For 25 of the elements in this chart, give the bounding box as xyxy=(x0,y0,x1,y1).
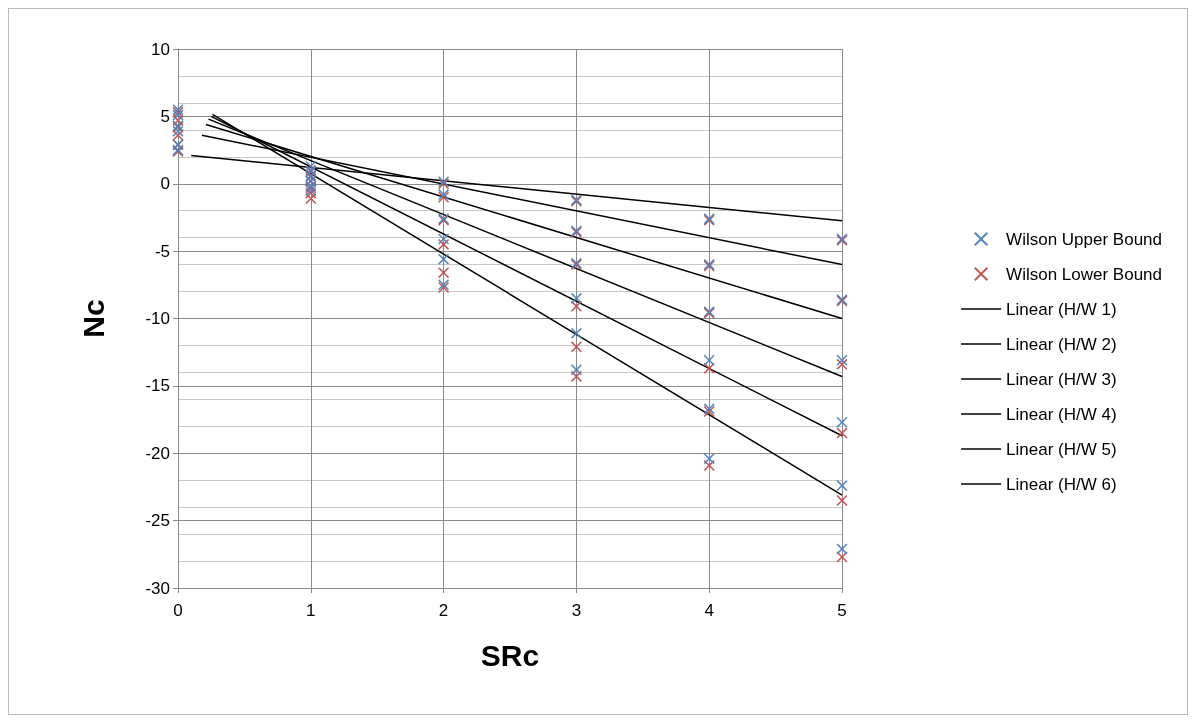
y-tick-label: -30 xyxy=(145,578,170,598)
y-tick-label: 0 xyxy=(160,174,170,194)
legend-label: Linear (H/W 6) xyxy=(1006,474,1117,494)
legend-label: Wilson Lower Bound xyxy=(1006,264,1163,284)
y-tick-label: -20 xyxy=(145,443,170,463)
legend-label: Linear (H/W 1) xyxy=(1006,299,1117,319)
y-tick-label: -25 xyxy=(145,511,170,531)
legend-label: Linear (H/W 4) xyxy=(1006,404,1117,424)
x-tick-label: 4 xyxy=(704,601,714,620)
y-tick-label: 5 xyxy=(160,106,170,126)
x-tick-label: 1 xyxy=(306,601,316,620)
legend-label: Linear (H/W 2) xyxy=(1006,334,1117,354)
y-tick-label: -5 xyxy=(154,241,170,261)
x-tick-label: 3 xyxy=(571,601,582,620)
legend-label: Wilson Upper Bound xyxy=(1006,229,1163,249)
x-axis-title: SRc xyxy=(480,638,540,672)
y-tick-label: -10 xyxy=(145,309,170,328)
legend-label: Linear (H/W 5) xyxy=(1006,439,1117,459)
legend-label: Linear (H/W 3) xyxy=(1006,369,1117,389)
x-tick-label: 2 xyxy=(438,601,449,620)
x-tick-label: 0 xyxy=(173,601,183,620)
y-axis-title: Nc xyxy=(76,299,110,338)
y-tick-label: -15 xyxy=(145,376,170,396)
x-tick-label: 5 xyxy=(837,601,847,620)
y-tick-label: 10 xyxy=(151,39,170,59)
